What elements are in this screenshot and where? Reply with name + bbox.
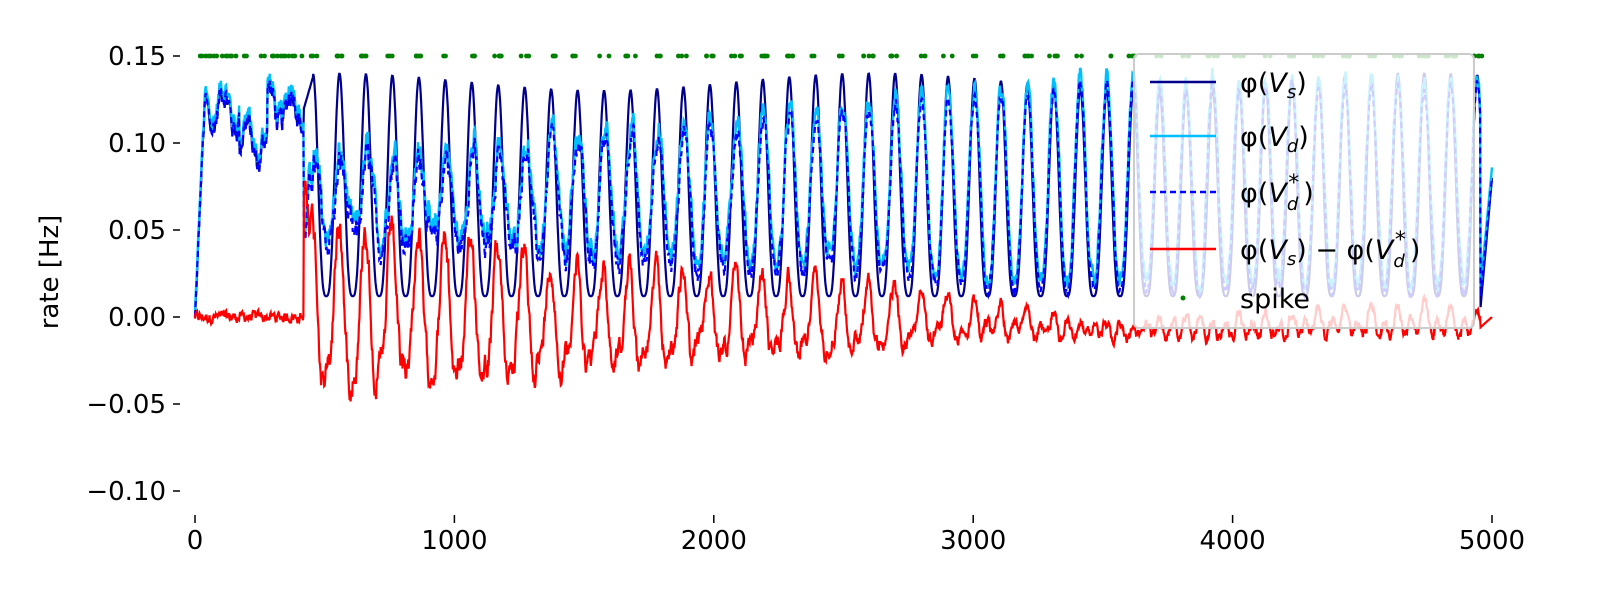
spike-marker bbox=[1000, 53, 1006, 59]
spike-marker bbox=[335, 53, 341, 59]
spike-marker bbox=[737, 53, 743, 59]
spike-marker bbox=[1029, 53, 1034, 59]
spike-marker bbox=[762, 53, 768, 59]
y-tick-label: 0.10 bbox=[108, 129, 166, 159]
spike-marker bbox=[233, 53, 239, 59]
spike-marker bbox=[676, 53, 681, 59]
legend-label-phi-vs: φ(Vs) bbox=[1240, 68, 1307, 103]
spike-marker bbox=[597, 53, 602, 59]
spike-marker bbox=[704, 53, 709, 59]
x-tick-label: 0 bbox=[187, 526, 204, 556]
x-tick-label: 5000 bbox=[1459, 526, 1525, 556]
spike-marker bbox=[518, 53, 524, 59]
legend-frame bbox=[1133, 53, 1475, 329]
spike-marker bbox=[1025, 53, 1031, 59]
y-tick-label: 0.00 bbox=[108, 303, 166, 333]
spike-marker bbox=[941, 53, 946, 59]
spike-marker bbox=[208, 53, 214, 59]
spike-marker bbox=[894, 53, 899, 59]
legend: φ(Vs) φ(Vd) φ(Vd*) φ(Vs) − φ(Vd*) spike bbox=[1133, 53, 1475, 329]
spike-marker bbox=[244, 53, 249, 59]
x-tick-label: 3000 bbox=[940, 526, 1006, 556]
spike-marker bbox=[570, 53, 576, 59]
spike-marker bbox=[498, 53, 503, 59]
spike-marker bbox=[286, 53, 292, 59]
spike-marker bbox=[526, 53, 532, 59]
spike-marker bbox=[606, 53, 612, 59]
spike-marker bbox=[1476, 53, 1482, 59]
y-tick-label: 0.15 bbox=[108, 42, 166, 72]
legend-marker-spike bbox=[1180, 295, 1186, 301]
x-tick-label: 1000 bbox=[421, 526, 487, 556]
spike-marker bbox=[918, 53, 924, 59]
x-tick-label: 4000 bbox=[1200, 526, 1266, 556]
spike-marker bbox=[870, 53, 876, 59]
y-tick-label: −0.05 bbox=[86, 390, 166, 420]
spike-marker bbox=[389, 53, 395, 59]
y-axis-ticks: 0.15 0.10 0.05 0.00 −0.05 −0.10 bbox=[86, 42, 180, 507]
spike-marker bbox=[729, 53, 734, 59]
legend-label-phi-vd: φ(Vd) bbox=[1240, 122, 1309, 157]
spike-marker bbox=[310, 53, 316, 59]
spike-marker bbox=[1022, 53, 1028, 59]
y-tick-label: 0.05 bbox=[108, 216, 166, 246]
spike-marker bbox=[492, 53, 497, 59]
legend-label-phi-vd-star: φ(Vd*) bbox=[1240, 171, 1314, 215]
legend-label-spike: spike bbox=[1240, 284, 1310, 315]
spike-marker bbox=[789, 53, 795, 59]
x-axis-ticks: 0 1000 2000 3000 4000 5000 bbox=[187, 515, 1525, 556]
spike-marker bbox=[658, 53, 663, 59]
spike-marker bbox=[1108, 53, 1114, 59]
legend-label-diff: φ(Vs) − φ(Vd*) bbox=[1240, 228, 1420, 272]
spike-marker bbox=[229, 53, 235, 59]
spike-marker bbox=[1055, 53, 1060, 59]
spike-marker bbox=[837, 53, 843, 59]
spike-marker bbox=[262, 53, 267, 59]
spike-marker bbox=[949, 53, 955, 59]
spike-marker bbox=[1079, 53, 1084, 59]
x-tick-label: 2000 bbox=[681, 526, 747, 556]
spike-marker bbox=[214, 53, 220, 59]
spike-marker bbox=[199, 53, 205, 59]
spike-marker bbox=[1074, 53, 1080, 59]
spike-marker bbox=[271, 53, 277, 59]
spike-marker bbox=[889, 53, 895, 59]
spike-marker bbox=[866, 53, 872, 59]
spike-marker bbox=[292, 53, 298, 59]
spike-marker bbox=[471, 53, 477, 59]
spike-marker bbox=[1126, 53, 1132, 59]
spike-marker bbox=[413, 53, 419, 59]
spike-marker bbox=[299, 53, 305, 59]
spike-marker bbox=[786, 53, 792, 59]
y-tick-label: −0.10 bbox=[86, 477, 166, 507]
spike-marker bbox=[970, 53, 976, 59]
spike-marker bbox=[809, 53, 815, 59]
spike-marker bbox=[219, 53, 225, 59]
series-diff bbox=[193, 180, 1493, 402]
spike-marker bbox=[861, 53, 866, 59]
spike-marker bbox=[1047, 53, 1052, 59]
spike-marker bbox=[551, 53, 557, 59]
spike-marker bbox=[258, 53, 264, 59]
spike-marker bbox=[679, 53, 685, 59]
spike-marker bbox=[275, 53, 280, 59]
spike-marker bbox=[441, 53, 446, 59]
spike-marker bbox=[684, 53, 689, 59]
spike-marker bbox=[360, 53, 366, 59]
spike-marker bbox=[732, 53, 738, 59]
spike-marker bbox=[385, 53, 391, 59]
spike-marker bbox=[633, 53, 638, 59]
y-axis-label: rate [Hz] bbox=[35, 215, 65, 330]
spike-marker bbox=[314, 53, 320, 59]
spike-marker bbox=[922, 53, 928, 59]
spike-marker bbox=[709, 53, 715, 59]
spike-marker bbox=[623, 53, 629, 59]
spike-marker bbox=[283, 53, 288, 59]
